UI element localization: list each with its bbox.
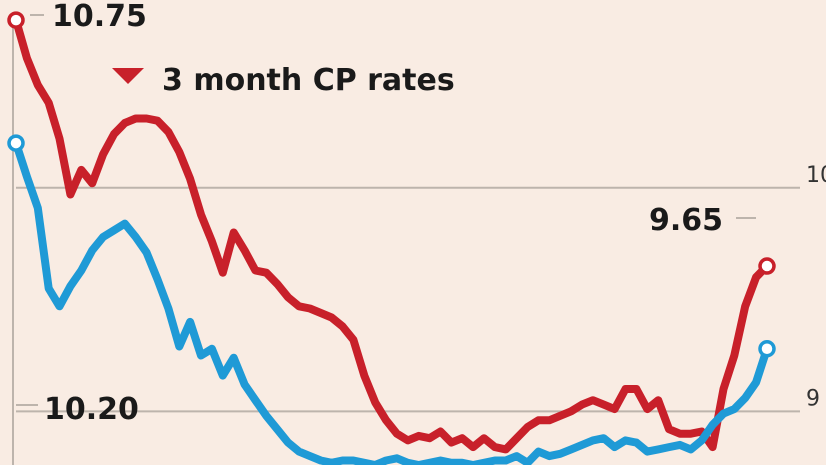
endpoint-marker-red-first [7,11,25,29]
endpoint-marker-blue-first [7,134,25,152]
endpoint-markers [7,11,776,358]
y-tick-label-9: 9 [806,386,820,411]
legend-label: 3 month CP rates [162,63,455,98]
annotation-label-9.65: 9.65 [649,203,723,238]
grid [12,20,800,465]
legend-triangle-icon [112,68,144,84]
y-tick-label-10: 10 [806,163,826,188]
chart-labels: 10 9 10.75 9.65 10.20 3 month CP rates [16,0,826,427]
series-line-blue [12,139,771,465]
endpoint-marker-red-last [758,257,776,275]
annotation-label-10.20: 10.20 [44,392,139,427]
series-lines [12,16,771,465]
series-line-red [12,16,771,454]
endpoint-marker-blue-last [758,340,776,358]
annotation-label-10.75: 10.75 [52,0,147,34]
